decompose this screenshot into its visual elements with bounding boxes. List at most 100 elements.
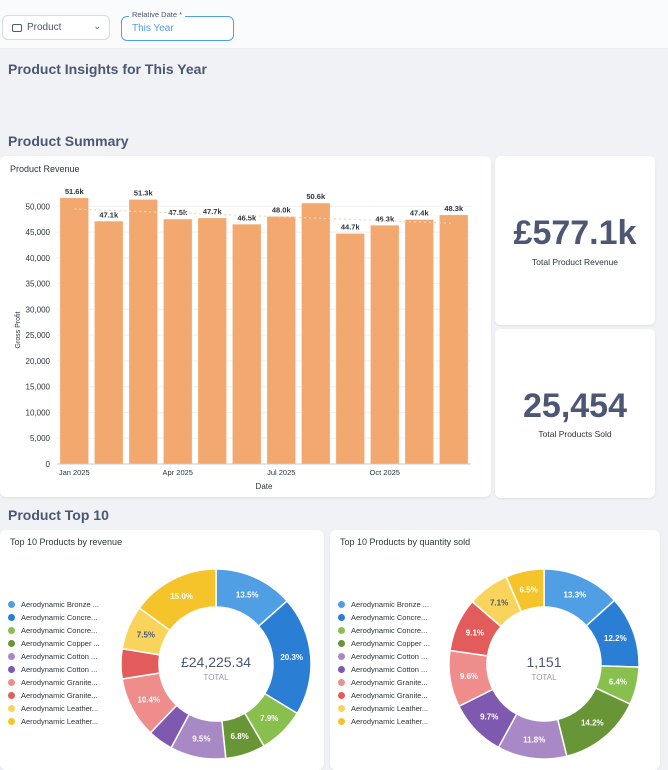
legend-dot [338, 679, 345, 686]
y-tick-label: 50,000 [26, 202, 51, 211]
bar[interactable] [232, 224, 261, 464]
legend-item[interactable]: Aerodynamic Concre... [338, 611, 430, 624]
tag-icon [12, 23, 22, 32]
y-axis-label: Gross Profit [15, 311, 22, 348]
y-tick-label: 15,000 [26, 383, 51, 392]
donut-total-value: £24,225.34 [181, 654, 251, 670]
bar[interactable] [198, 218, 227, 464]
section-title-top10: Product Top 10 [8, 507, 109, 523]
legend-dot [338, 614, 345, 621]
legend-label: Aerodynamic Leather... [21, 704, 99, 713]
products-sold-kpi-card: 25,454 Total Products Sold [495, 329, 655, 498]
bar-data-label: 47.1k [99, 210, 119, 219]
donut-slice[interactable] [138, 568, 217, 632]
legend-item[interactable]: Aerodynamic Leather... [8, 702, 100, 715]
legend-item[interactable]: Aerodynamic Bronze ... [8, 598, 100, 611]
legend-label: Aerodynamic Cotton ... [351, 652, 428, 661]
legend-item[interactable]: Aerodynamic Bronze ... [338, 598, 430, 611]
quantity-donut-title[interactable]: Top 10 Products by quantity sold [340, 537, 471, 547]
legend-item[interactable]: Aerodynamic Granite... [8, 689, 100, 702]
donut-slice[interactable] [505, 568, 545, 613]
legend-dot [338, 705, 345, 712]
relative-date-field[interactable]: Relative Date * This Year [121, 10, 234, 41]
legend-label: Aerodynamic Granite... [351, 678, 428, 687]
bar[interactable] [336, 233, 365, 464]
bar[interactable] [370, 225, 399, 464]
legend-label: Aerodynamic Bronze ... [351, 600, 429, 609]
legend-label: Aerodynamic Cotton ... [21, 652, 98, 661]
legend-dot [338, 601, 345, 608]
product-filter-button[interactable]: Product ⌄ [2, 15, 110, 40]
legend-item[interactable]: Aerodynamic Granite... [338, 689, 430, 702]
bar[interactable] [94, 221, 123, 464]
slice-label: 7.5% [137, 631, 155, 640]
bar-data-label: 48.0k [272, 206, 292, 215]
section-title-summary: Product Summary [8, 133, 129, 149]
legend-item[interactable]: Aerodynamic Cotton ... [8, 650, 100, 663]
bar-data-label: 51.3k [134, 189, 154, 198]
bar[interactable] [60, 198, 89, 465]
legend-item[interactable]: Aerodynamic Copper ... [8, 637, 100, 650]
legend-dot [338, 692, 345, 699]
legend-item[interactable]: Aerodynamic Cotton ... [338, 650, 430, 663]
legend-item[interactable]: Aerodynamic Granite... [338, 676, 430, 689]
bar[interactable] [439, 215, 468, 464]
page-title: Product Insights for This Year [8, 61, 207, 77]
legend-item[interactable]: Aerodynamic Cotton ... [338, 663, 430, 676]
legend-label: Aerodynamic Concre... [21, 626, 98, 635]
y-tick-label: 25,000 [26, 331, 51, 340]
product-revenue-card: Product Revenue 0 5,000 10,000 15,000 20,000… [0, 156, 491, 497]
bar[interactable] [163, 219, 192, 464]
slice-label: 9.5% [192, 735, 210, 744]
legend-label: Aerodynamic Concre... [21, 613, 98, 622]
legend-dot [8, 692, 15, 699]
legend-dot [8, 705, 15, 712]
legend-item[interactable]: Aerodynamic Concre... [338, 624, 430, 637]
legend-item[interactable]: Aerodynamic Concre... [8, 624, 100, 637]
revenue-kpi-label[interactable]: Total Product Revenue [532, 257, 618, 267]
bar-data-label: 50.6k [306, 192, 326, 201]
bar[interactable] [405, 219, 434, 464]
legend-label: Aerodynamic Copper ... [351, 639, 430, 648]
legend-item[interactable]: Aerodynamic Cotton ... [8, 663, 100, 676]
legend-dot [338, 718, 345, 725]
legend-item[interactable]: Aerodynamic Leather... [8, 715, 100, 728]
legend-item[interactable]: Aerodynamic Concre... [8, 611, 100, 624]
y-tick-label: 0 [46, 460, 51, 469]
bar-chart-title[interactable]: Product Revenue [10, 164, 80, 174]
bar-data-label: 46.3k [375, 214, 395, 223]
products-sold-kpi-label[interactable]: Total Products Sold [538, 429, 612, 439]
bar[interactable] [301, 203, 330, 464]
y-tick-label: 40,000 [26, 254, 51, 263]
legend-dot [338, 640, 345, 647]
relative-date-label: Relative Date * [129, 10, 186, 19]
legend-item[interactable]: Aerodynamic Granite... [8, 676, 100, 689]
bar-data-label: 47.7k [203, 207, 223, 216]
revenue-kpi-card: £577.1k Total Product Revenue [495, 156, 655, 325]
filter-bar: Product ⌄ Relative Date * This Year [0, 0, 668, 49]
bar[interactable] [267, 216, 296, 464]
slice-label: 20.3% [280, 653, 303, 662]
slice-label: 6.5% [519, 586, 537, 595]
revenue-kpi-value: £577.1k [513, 214, 637, 252]
y-tick-label: 5,000 [30, 434, 51, 443]
legend-item[interactable]: Aerodynamic Leather... [338, 715, 430, 728]
slice-label: 9.6% [460, 672, 478, 681]
trend-line [74, 208, 454, 225]
revenue-donut-title[interactable]: Top 10 Products by revenue [10, 537, 123, 547]
legend-item[interactable]: Aerodynamic Copper ... [338, 637, 430, 650]
relative-date-value[interactable]: This Year [132, 23, 174, 34]
slice-label: 7.1% [490, 599, 508, 608]
legend-label: Aerodynamic Leather... [351, 717, 429, 726]
bar-data-label: 47.4k [410, 209, 430, 218]
legend-dot [338, 666, 345, 673]
quantity-donut-legend: Aerodynamic Bronze ... Aerodynamic Concre… [338, 598, 430, 728]
slice-label: 6.8% [231, 732, 249, 741]
bar-data-label: 46.5k [237, 213, 257, 222]
legend-item[interactable]: Aerodynamic Leather... [338, 702, 430, 715]
legend-label: Aerodynamic Concre... [351, 613, 428, 622]
bar-data-label: 44.7k [341, 223, 361, 232]
bar[interactable] [129, 199, 158, 464]
legend-label: Aerodynamic Cotton ... [21, 665, 98, 674]
slice-label: 13.3% [564, 591, 587, 600]
